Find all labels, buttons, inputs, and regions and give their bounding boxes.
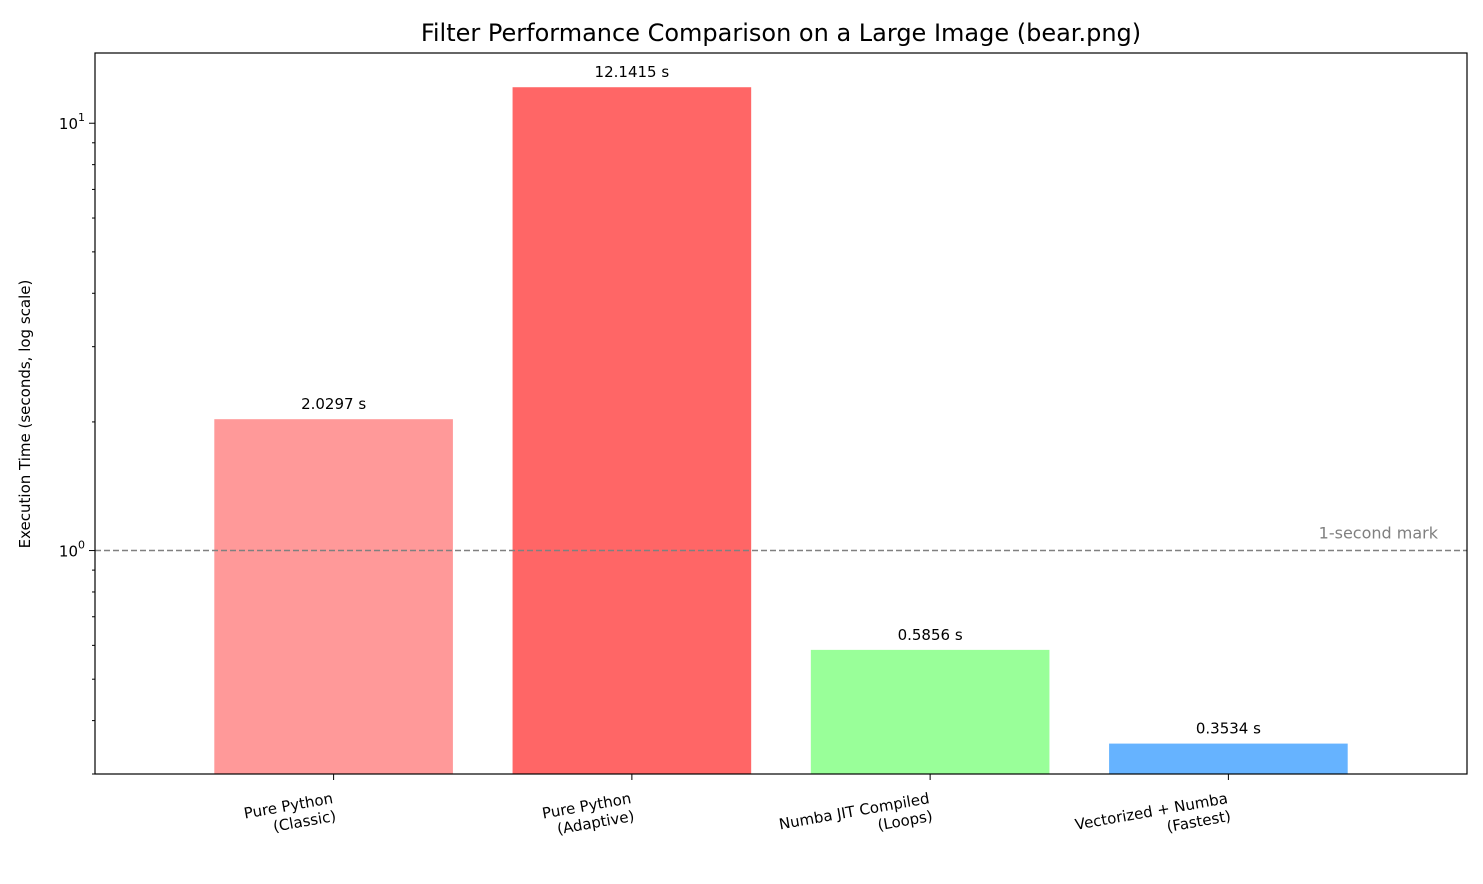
y-tick-label-exponent: 1 [78, 111, 85, 124]
bar [810, 649, 1050, 774]
bar [214, 419, 453, 774]
y-tick-label-base: 10 [59, 543, 78, 561]
bar-value-label: 2.0297 s [301, 395, 366, 413]
axes-frame [94, 52, 1468, 775]
y-tick-label: 100 [59, 539, 85, 561]
y-tick-label-base: 10 [59, 115, 78, 133]
bar-value-label: 0.5856 s [898, 626, 963, 644]
x-tick-label: Pure Python(Adaptive) [541, 789, 636, 840]
y-tick-label-exponent: 0 [78, 539, 85, 552]
x-tick-label: Vectorized + Numba(Fastest) [1074, 789, 1233, 851]
bar [512, 87, 752, 774]
y-axis-label: Execution Time (seconds, log scale) [16, 280, 34, 549]
bar-value-label: 0.3534 s [1196, 720, 1261, 738]
plot-area: 2.0297 s Pure Python(Classic) 12.1415 s Pur… [59, 52, 1468, 851]
bar-value-label: 12.1415 s [595, 63, 670, 81]
y-tick-label: 101 [59, 111, 85, 133]
bar [1109, 743, 1348, 774]
x-tick-label: Pure Python(Classic) [242, 789, 337, 840]
reference-line-label: 1-second mark [1319, 524, 1439, 543]
x-tick-label: Numba JIT Compiled(Loops) [778, 789, 934, 851]
chart-title: Filter Performance Comparison on a Large… [421, 19, 1141, 47]
